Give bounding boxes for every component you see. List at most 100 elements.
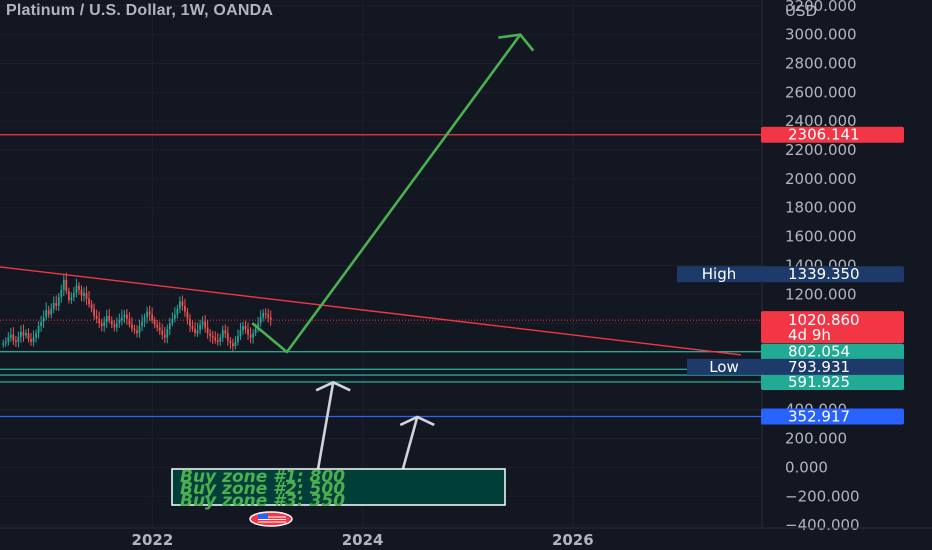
annotation-line: Buy zone #1: 800 [180,467,345,487]
y-tick-label: 2400.000 [785,112,857,130]
candle-body [131,324,133,329]
candle-body [138,326,141,334]
candle-body [9,334,12,338]
candle-body [17,336,20,342]
candle-body [179,301,181,309]
candle-body [267,314,270,318]
level-value-bg [761,374,904,391]
level-value: 352.917 [788,407,850,425]
candle-body [204,321,207,328]
candle-body [229,340,232,344]
candle-body [158,327,161,331]
candle-body [221,330,224,338]
candle-body [85,292,88,299]
level-value-bg [761,126,904,143]
candle-body [163,334,166,338]
candle-body [7,337,10,342]
buy-arrow-head [399,415,435,427]
candle-body [83,292,85,296]
y-tick-label: 2600.000 [785,83,857,101]
candle-body [12,334,15,341]
high-label-bg [677,266,761,283]
candle-body [42,317,45,322]
annotation-line: Buy zone #2: 500 [180,479,345,499]
candle-body [196,330,199,334]
candle-body [90,304,93,309]
y-tick-label: 0.000 [785,458,828,476]
candle-body [27,333,30,340]
candle-body [161,330,164,335]
y-tick-label: 3200.000 [785,0,857,15]
candle-body [153,320,156,325]
candle-body [105,315,108,322]
candle-body [176,308,179,315]
candle-body [95,315,98,319]
candle-body [98,318,101,324]
candle-body [234,341,237,347]
candle-body [25,333,27,336]
candle-body [254,328,257,334]
candle-body [264,313,267,315]
candle-body [237,336,239,342]
candle-body [118,320,121,324]
high-label: High [702,265,736,283]
candle-body [171,318,174,324]
candle-body [166,328,169,338]
candle-body [113,324,116,328]
high-value-bg [761,266,904,283]
candle-body [249,334,252,338]
current-price-badge-bg [761,311,904,344]
y-tick-label: 1600.000 [785,228,857,246]
y-tick-label: 2000.000 [785,170,857,188]
candle-body [224,330,227,334]
candle-body [52,302,55,309]
candle-body [247,328,249,335]
axis-unit: USD [785,2,817,20]
candle-body [50,308,53,315]
level-value: 591.925 [788,373,850,391]
candle-body [226,333,229,341]
candle-body [47,310,50,315]
candle-body [93,308,95,316]
candle-body [239,330,242,337]
candle-body [73,292,75,298]
flag-canton [258,514,268,519]
level-value-bg [761,408,904,425]
candle-body [199,324,201,331]
us-flag-icon [249,511,293,527]
level-value: 802.054 [788,343,850,361]
candle-body [259,317,262,324]
candle-body [78,285,80,290]
candle-body [168,323,171,329]
candle-body [186,311,189,319]
low-label: Low [709,358,739,376]
candle-series [2,272,272,353]
y-tick-label: 1800.000 [785,199,857,217]
candle-body [133,328,136,331]
candle-body [2,343,5,345]
candle-body [262,313,265,318]
time-axis[interactable]: 2022 2024 2026 [0,527,932,549]
y-tick-label: −400.000 [785,516,860,534]
grid [0,0,762,528]
projection-path [251,33,522,354]
candle-body [151,314,154,321]
candle-body [115,323,118,328]
low-value: 793.931 [788,358,850,376]
candle-body [156,324,159,328]
candle-body [80,289,83,296]
horizontal-levels [0,134,762,418]
candle-body [209,333,212,337]
candle-body [22,331,25,336]
candle-body [55,302,58,306]
candle-body [57,297,60,306]
candle-body [189,318,191,327]
candle-body [14,340,17,342]
candle-body [211,336,214,338]
candle-body [60,289,63,298]
x-tick-label: 2026 [552,531,594,549]
level-value: 2306.141 [788,126,860,144]
